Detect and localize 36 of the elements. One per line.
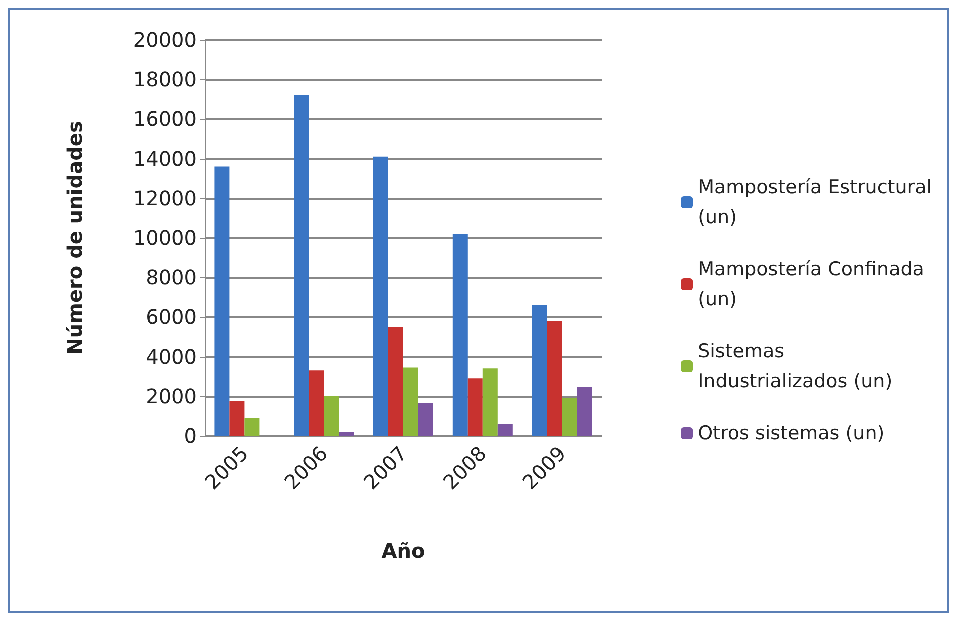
bar <box>404 368 418 436</box>
legend-label: Mampostería Confinada (un) <box>698 258 924 310</box>
bar <box>577 387 592 436</box>
bar <box>244 418 260 436</box>
y-tick-label: 0 <box>184 424 197 448</box>
y-tick-label: 12000 <box>133 186 197 210</box>
y-tick-label: 2000 <box>146 384 197 408</box>
bar <box>482 368 498 436</box>
bar <box>324 396 340 436</box>
y-tick-label: 10000 <box>133 226 197 250</box>
y-tick-label: 20000 <box>133 28 197 52</box>
bar <box>339 432 354 436</box>
y-tick-label: 4000 <box>146 344 197 369</box>
bar <box>230 401 245 436</box>
y-axis-title: Número de unidades <box>63 121 87 355</box>
bar <box>498 424 513 436</box>
bar <box>388 327 404 436</box>
bar <box>309 370 324 436</box>
y-tick-label: 16000 <box>133 107 197 132</box>
y-tick-label: 6000 <box>146 305 197 330</box>
bar <box>562 398 578 436</box>
x-axis-title: Año <box>382 539 426 563</box>
legend-label: Sistemas Industrializados (un) <box>698 340 893 392</box>
y-tick-label: 18000 <box>133 68 197 92</box>
bar <box>294 95 310 436</box>
bar <box>468 378 483 436</box>
bar <box>374 156 388 436</box>
legend-label: Otros sistemas (un) <box>698 422 885 444</box>
bar <box>452 234 468 436</box>
y-tick-label: 8000 <box>146 266 197 290</box>
legend-label: Mampostería Estructural (un) <box>698 176 932 228</box>
bar <box>532 305 548 436</box>
bar <box>547 321 562 436</box>
bar <box>214 166 230 436</box>
bar <box>418 403 434 436</box>
y-tick-label: 14000 <box>133 146 197 171</box>
